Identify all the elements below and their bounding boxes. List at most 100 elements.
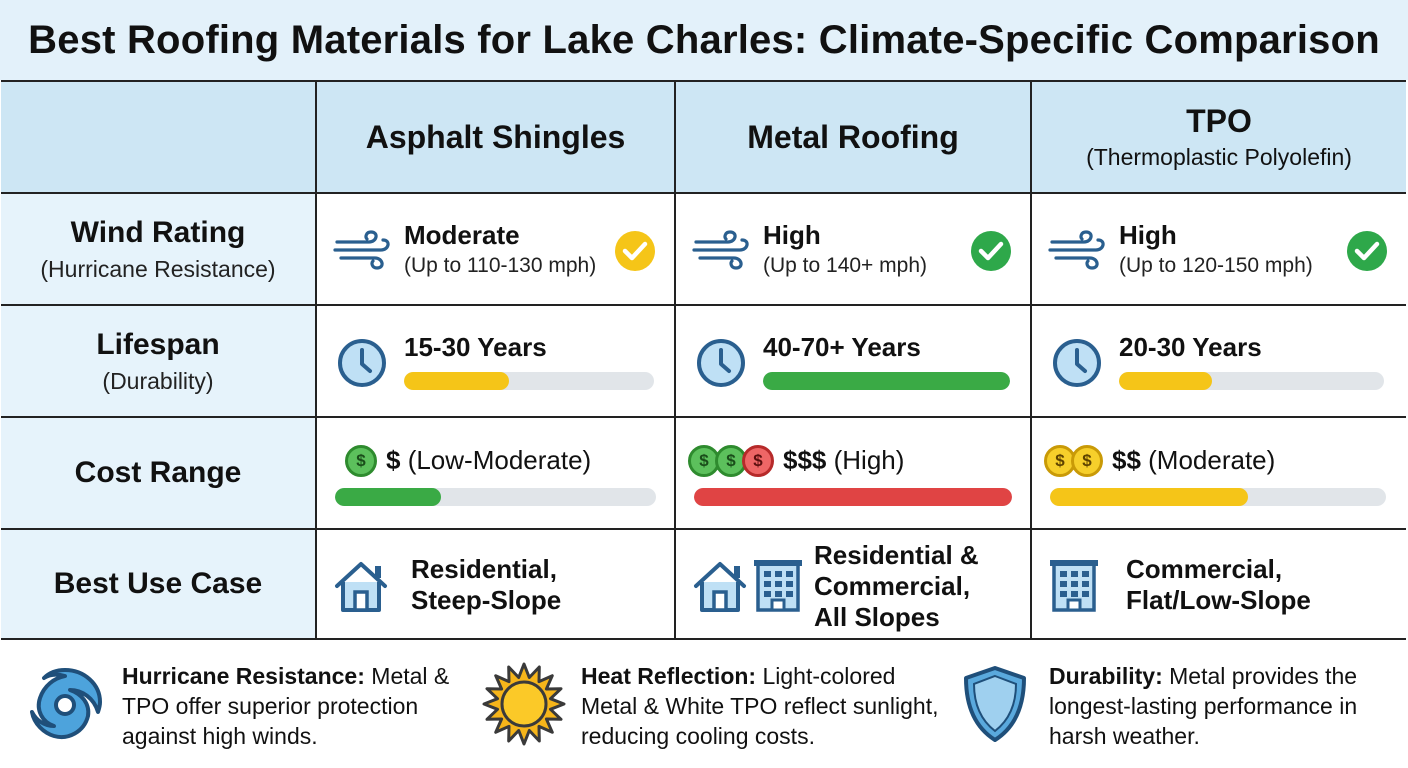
coin-icon: $ — [1071, 445, 1103, 477]
column-header-tpo: TPO (Thermoplastic Polyolefin) — [1032, 82, 1406, 192]
row-label-cost: Cost Range — [1, 418, 317, 528]
wind-icon — [1048, 228, 1108, 277]
column-subtitle: (Thermoplastic Polyolefin) — [1086, 144, 1352, 170]
wind-rating-detail: (Up to 140+ mph) — [763, 254, 928, 277]
header-row: Asphalt Shingles Metal Roofing TPO (Ther… — [1, 82, 1406, 194]
lifespan-value: 15-30 Years — [404, 332, 547, 362]
lifespan-bar — [1119, 372, 1384, 390]
row-label-lifespan: Lifespan (Durability) — [1, 306, 317, 416]
wind-rating-detail: (Up to 120-150 mph) — [1119, 254, 1313, 277]
column-name: TPO — [1186, 103, 1252, 139]
usecase-line: Residential, — [411, 554, 557, 584]
usecase-cell-tpo: Commercial, Flat/Low-Slope — [1032, 530, 1406, 638]
coin-icon: $ — [715, 445, 747, 477]
building-icon — [1046, 556, 1102, 619]
house-icon — [690, 556, 750, 619]
clock-icon — [696, 338, 746, 393]
wind-rating-value: High — [1119, 220, 1177, 250]
row-sublabel: (Durability) — [102, 367, 214, 394]
cost-bar-fill — [694, 488, 1012, 506]
footer-body: Light-colored Metal & White TPO reflect … — [581, 663, 939, 749]
building-icon — [750, 556, 806, 619]
cost-cell-asphalt: $ $ (Low-Moderate) — [317, 418, 676, 528]
lifespan-bar-fill — [1119, 372, 1212, 390]
cost-bar-fill — [1050, 488, 1249, 506]
column-header-asphalt: Asphalt Shingles — [317, 82, 676, 192]
page-title: Best Roofing Materials for Lake Charles:… — [28, 17, 1380, 62]
usecase-line: Steep-Slope — [411, 585, 562, 615]
footer-heading: Hurricane Resistance: — [122, 663, 365, 689]
footer-heading: Heat Reflection: — [581, 663, 757, 689]
footer-heading: Durability: — [1049, 663, 1163, 689]
cost-bar-fill — [335, 488, 441, 506]
usecase-line: All Slopes — [814, 602, 940, 632]
usecase-cell-metal: Residential & Commercial, All Slopes — [676, 530, 1032, 638]
usecase-cell-asphalt: Residential, Steep-Slope — [317, 530, 676, 638]
header-corner — [1, 82, 317, 192]
cost-bar — [335, 488, 656, 506]
row-label-wind: Wind Rating (Hurricane Resistance) — [1, 194, 317, 304]
coin-icon: $ — [345, 445, 377, 477]
check-icon — [614, 230, 656, 277]
row-sublabel: (Hurricane Resistance) — [40, 255, 276, 282]
row-label: Wind Rating — [70, 215, 246, 249]
cost-description: (Low-Moderate) — [400, 445, 592, 475]
footer-heat: Heat Reflection: Light-colored Metal & W… — [581, 661, 941, 751]
footer-durability: Durability: Metal provides the longest-l… — [1049, 661, 1394, 751]
cost-label: $$$ (High) — [783, 445, 904, 476]
column-name: Asphalt Shingles — [365, 118, 626, 155]
cost-bar — [1050, 488, 1386, 506]
footer-body: Metal & TPO offer superior protection ag… — [122, 663, 450, 749]
usecase-line: Flat/Low-Slope — [1126, 585, 1311, 615]
usecase-line: Commercial, — [1126, 554, 1283, 584]
title-banner: Best Roofing Materials for Lake Charles:… — [0, 0, 1408, 80]
house-icon — [331, 556, 391, 619]
lifespan-cell-metal: 40-70+ Years — [676, 306, 1032, 416]
check-icon — [1346, 230, 1388, 277]
wind-cell-asphalt: Moderate (Up to 110-130 mph) — [317, 194, 676, 304]
lifespan-value: 20-30 Years — [1119, 332, 1262, 362]
wind-icon — [333, 228, 393, 277]
footer-body: Metal provides the longest-lasting perfo… — [1049, 663, 1358, 749]
wind-cell-tpo: High (Up to 120-150 mph) — [1032, 194, 1406, 304]
cost-range-row: Cost Range $ $ (Low-Moderate) $ $ $ $$$ (Hig… — [1, 418, 1406, 530]
cost-label: $ (Low-Moderate) — [386, 445, 591, 476]
wind-rating-detail: (Up to 110-130 mph) — [404, 254, 597, 277]
comparison-table: Asphalt Shingles Metal Roofing TPO (Ther… — [1, 80, 1406, 640]
cost-cell-tpo: $ $ $$ (Moderate) — [1032, 418, 1406, 528]
wind-rating-value: Moderate — [404, 220, 520, 250]
usecase-text: Residential & Commercial, All Slopes — [814, 540, 979, 633]
lifespan-value: 40-70+ Years — [763, 332, 921, 362]
lifespan-bar-fill — [763, 372, 1010, 390]
sun-icon — [482, 662, 566, 746]
row-label: Best Use Case — [53, 567, 263, 600]
usecase-text: Residential, Steep-Slope — [411, 554, 561, 616]
use-case-row: Best Use Case Residential, Steep-Slope Re… — [1, 530, 1406, 638]
shield-icon — [960, 664, 1030, 744]
lifespan-bar-fill — [404, 372, 509, 390]
wind-icon — [692, 228, 752, 277]
cost-bar — [694, 488, 1012, 506]
wind-cell-metal: High (Up to 140+ mph) — [676, 194, 1032, 304]
cost-description: (High) — [826, 445, 905, 475]
cost-cell-metal: $ $ $ $$$ (High) — [676, 418, 1032, 528]
cost-description: (Moderate) — [1140, 445, 1276, 475]
wind-rating-value: High — [763, 220, 821, 250]
cost-symbol: $$$ — [783, 445, 827, 475]
usecase-text: Commercial, Flat/Low-Slope — [1126, 554, 1311, 616]
row-label-usecase: Best Use Case — [1, 530, 317, 638]
column-name: Metal Roofing — [747, 118, 959, 155]
check-icon — [970, 230, 1012, 277]
lifespan-cell-tpo: 20-30 Years — [1032, 306, 1406, 416]
row-label: Cost Range — [74, 456, 242, 489]
lifespan-bar — [763, 372, 1010, 390]
usecase-line: Residential & — [814, 540, 979, 570]
usecase-line: Commercial, — [814, 571, 971, 601]
wind-rating-row: Wind Rating (Hurricane Resistance) Moder… — [1, 194, 1406, 306]
row-label: Lifespan — [96, 327, 220, 361]
cost-symbol: $ — [386, 445, 401, 475]
coin-icon: $ — [742, 445, 774, 477]
lifespan-row: Lifespan (Durability) 15-30 Years 40-70+… — [1, 306, 1406, 418]
clock-icon — [337, 338, 387, 393]
hurricane-icon — [24, 662, 106, 744]
